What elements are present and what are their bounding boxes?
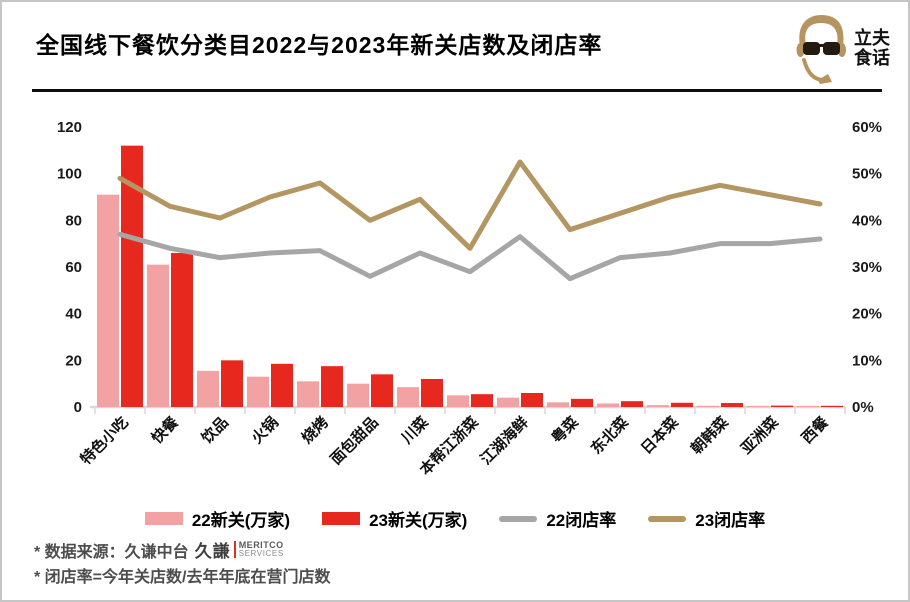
bar-22新关(万家)-东北菜 xyxy=(597,403,619,407)
bar-23新关(万家)-特色小吃 xyxy=(121,145,143,407)
bar-22新关(万家)-饮品 xyxy=(197,370,219,407)
right-axis-tick: 10% xyxy=(852,352,882,369)
bar-22新关(万家)-日本菜 xyxy=(647,405,669,407)
right-axis-tick: 50% xyxy=(852,166,882,183)
x-axis-label-特色小吃: 特色小吃 xyxy=(77,413,132,468)
legend-item-23-closure-rate: 23闭店率 xyxy=(648,506,765,531)
chart-legend: 22新关(万家) 23新关(万家) 22闭店率 23闭店率 xyxy=(2,506,908,531)
bar-22新关(万家)-本帮江浙菜 xyxy=(447,395,469,407)
bar-23新关(万家)-朝韩菜 xyxy=(721,403,743,407)
bar-22新关(万家)-亚洲菜 xyxy=(747,406,769,407)
x-axis-label-面包甜品: 面包甜品 xyxy=(327,413,382,468)
bar-22新关(万家)-面包甜品 xyxy=(347,383,369,407)
bar-23新关(万家)-面包甜品 xyxy=(371,374,393,407)
x-axis-label-火锅: 火锅 xyxy=(248,413,282,447)
chart-canvas: 0 20 40 60 80 100 120 0% 10% 20% 30% 40% 50% 60% 特色小吃快… xyxy=(57,119,882,479)
brand-name: 立夫 食话 xyxy=(854,28,890,68)
bar-23新关(万家)-亚洲菜 xyxy=(771,405,793,407)
legend-swatch-gold-line xyxy=(648,515,687,522)
face-with-sunglasses-icon xyxy=(796,15,846,84)
bar-23新关(万家)-西餐 xyxy=(821,405,843,407)
bar-22新关(万家)-江湖海鲜 xyxy=(497,397,519,407)
title-divider xyxy=(32,89,882,92)
bar-23新关(万家)-本帮江浙菜 xyxy=(471,394,493,407)
bar-22新关(万家)-快餐 xyxy=(147,264,169,407)
x-axis-label-西餐: 西餐 xyxy=(798,412,833,447)
x-axis-label-饮品: 饮品 xyxy=(197,413,232,448)
brand-logo: 立夫 食话 xyxy=(792,12,890,84)
bar-23新关(万家)-火锅 xyxy=(271,363,293,407)
x-axis-label-粤菜: 粤菜 xyxy=(548,413,582,447)
x-axis-label-江湖海鲜: 江湖海鲜 xyxy=(477,413,532,468)
bar-23新关(万家)-日本菜 xyxy=(671,402,693,407)
left-axis-tick: 80 xyxy=(65,212,82,229)
bar-23新关(万家)-东北菜 xyxy=(621,401,643,407)
left-axis-tick: 20 xyxy=(65,352,82,369)
data-source-note: * 数据来源：久谦中台 久謙 MERITCO SERVICES xyxy=(34,537,284,562)
legend-item-23-closures: 23新关(万家) xyxy=(322,506,467,531)
x-axis-label-川菜: 川菜 xyxy=(397,413,432,448)
bar-22新关(万家)-川菜 xyxy=(397,387,419,407)
x-axis-label-东北菜: 东北菜 xyxy=(587,413,632,458)
line-23闭店率 xyxy=(117,159,823,251)
bar-23新关(万家)-川菜 xyxy=(421,379,443,407)
bar-22新关(万家)-烧烤 xyxy=(297,381,319,407)
left-axis-tick: 40 xyxy=(65,306,82,323)
x-axis-label-亚洲菜: 亚洲菜 xyxy=(737,413,782,458)
right-axis-tick: 0% xyxy=(852,399,874,416)
bar-22新关(万家)-火锅 xyxy=(247,376,269,407)
bar-22新关(万家)-特色小吃 xyxy=(97,194,119,407)
bar-23新关(万家)-江湖海鲜 xyxy=(521,393,543,407)
legend-swatch-gray-line xyxy=(499,515,538,522)
x-axis-label-朝韩菜: 朝韩菜 xyxy=(687,413,732,458)
x-axis-label-日本菜: 日本菜 xyxy=(637,413,682,458)
bar-22新关(万家)-西餐 xyxy=(797,406,819,407)
x-axis-label-快餐: 快餐 xyxy=(148,412,183,447)
bar-23新关(万家)-烧烤 xyxy=(321,366,343,407)
bar-23新关(万家)-粤菜 xyxy=(571,398,593,407)
bar-23新关(万家)-饮品 xyxy=(221,360,243,407)
left-axis-tick: 0 xyxy=(74,399,82,416)
left-axis-tick: 120 xyxy=(57,119,82,136)
page-title: 全国线下餐饮分类目2022与2023年新关店数及闭店率 xyxy=(36,32,603,58)
combo-chart: 0 20 40 60 80 100 120 0% 10% 20% 30% 40% 50% 60% 特色小吃快… xyxy=(2,97,908,509)
right-axis-tick: 40% xyxy=(852,212,882,229)
line-22闭店率 xyxy=(117,231,823,282)
legend-swatch-red-bar xyxy=(322,512,361,525)
sunglasses-icon xyxy=(803,42,840,55)
legend-item-22-closure-rate: 22闭店率 xyxy=(499,506,616,531)
right-axis-tick: 30% xyxy=(852,259,882,276)
left-axis-tick: 60 xyxy=(65,259,82,276)
right-axis-tick: 60% xyxy=(852,119,882,136)
x-axis-label-烧烤: 烧烤 xyxy=(298,413,332,447)
bar-22新关(万家)-粤菜 xyxy=(547,402,569,407)
legend-item-22-closures: 22新关(万家) xyxy=(144,506,290,531)
legend-swatch-pink-bar xyxy=(144,512,183,525)
meritco-divider xyxy=(233,541,236,558)
bar-22新关(万家)-朝韩菜 xyxy=(697,405,719,407)
right-axis-tick: 20% xyxy=(852,306,882,323)
left-axis-tick: 100 xyxy=(57,166,82,183)
closure-rate-formula-note: * 闭店率=今年关店数/去年年底在营门店数 xyxy=(34,569,331,586)
bar-23新关(万家)-快餐 xyxy=(171,253,193,407)
meritco-logo: 久謙 MERITCO SERVICES xyxy=(194,540,284,561)
